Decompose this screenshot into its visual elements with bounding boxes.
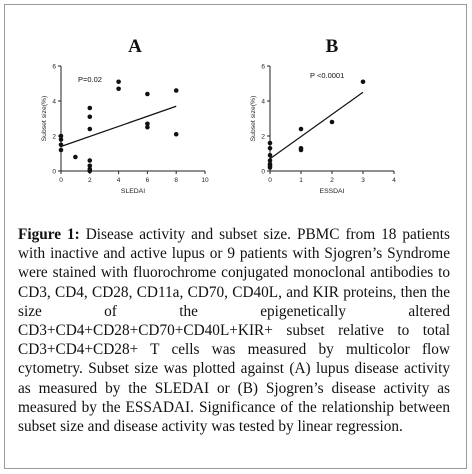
data-point: [329, 119, 335, 125]
chart-panel-b: B 0 1 2 3 4 0 2 4 6 ESSDAI Subset size(%) P <0.0001: [250, 36, 396, 195]
x-tick-label: 6: [146, 177, 150, 184]
x-tick-label: 4: [392, 177, 396, 184]
panel-letter: A: [128, 36, 142, 57]
data-point: [87, 158, 93, 163]
data-point: [87, 163, 93, 169]
data-point: [267, 158, 273, 163]
data-point: [298, 126, 304, 132]
regression-line: [269, 91, 364, 160]
y-tick-label: 2: [261, 133, 265, 140]
figure-frame: [4, 4, 467, 469]
y-tick-label: 4: [52, 98, 56, 105]
data-point: [87, 126, 93, 132]
data-point: [267, 152, 273, 158]
x-axis-label: ESSDAI: [320, 188, 345, 195]
y-axis-label: Subset size(%): [41, 96, 48, 142]
panel-letter: B: [326, 36, 339, 57]
caption-text: Disease activity and subset size. PBMC f…: [18, 226, 450, 436]
y-tick-label: 6: [261, 63, 265, 70]
data-point: [116, 86, 121, 92]
data-point: [87, 114, 93, 120]
x-axis-label: SLEDAI: [121, 188, 145, 195]
data-point: [267, 145, 273, 151]
data-point: [298, 147, 304, 153]
x-tick-label: 0: [59, 177, 63, 184]
x-tick-label: 2: [88, 177, 92, 184]
data-point: [73, 154, 78, 160]
data-point: [267, 165, 273, 170]
y-tick-label: 0: [261, 168, 265, 175]
x-tick-label: 0: [268, 177, 272, 184]
data-point: [58, 133, 64, 139]
y-tick-label: 4: [261, 98, 265, 105]
data-point: [87, 105, 93, 111]
regression-line: [60, 105, 177, 148]
x-tick-label: 8: [174, 177, 178, 184]
data-point: [360, 79, 366, 85]
x-tick-label: 10: [201, 177, 209, 184]
data-point: [58, 142, 64, 148]
data-point: [145, 91, 150, 97]
y-tick-label: 0: [52, 168, 56, 175]
x-tick-label: 3: [361, 177, 365, 184]
figure-caption: Figure 1: Disease activity and subset si…: [18, 225, 450, 436]
x-tick-label: 1: [299, 177, 303, 184]
data-point: [173, 88, 179, 93]
x-tick-label: 4: [117, 177, 121, 184]
y-tick-label: 2: [52, 133, 56, 140]
x-tick-label: 2: [330, 177, 334, 184]
p-value-annotation: P=0.02: [78, 75, 102, 84]
data-point: [173, 131, 179, 137]
data-point: [87, 168, 93, 174]
data-point: [145, 121, 150, 127]
caption-label: Figure 1:: [18, 226, 80, 243]
p-value-annotation: P <0.0001: [310, 71, 344, 80]
data-point: [116, 79, 121, 85]
data-point: [58, 147, 64, 153]
y-tick-label: 6: [52, 63, 56, 70]
y-axis-label: Subset size(%): [250, 96, 257, 142]
data-point: [145, 124, 150, 130]
data-point: [267, 140, 273, 146]
data-point: [58, 137, 64, 142]
